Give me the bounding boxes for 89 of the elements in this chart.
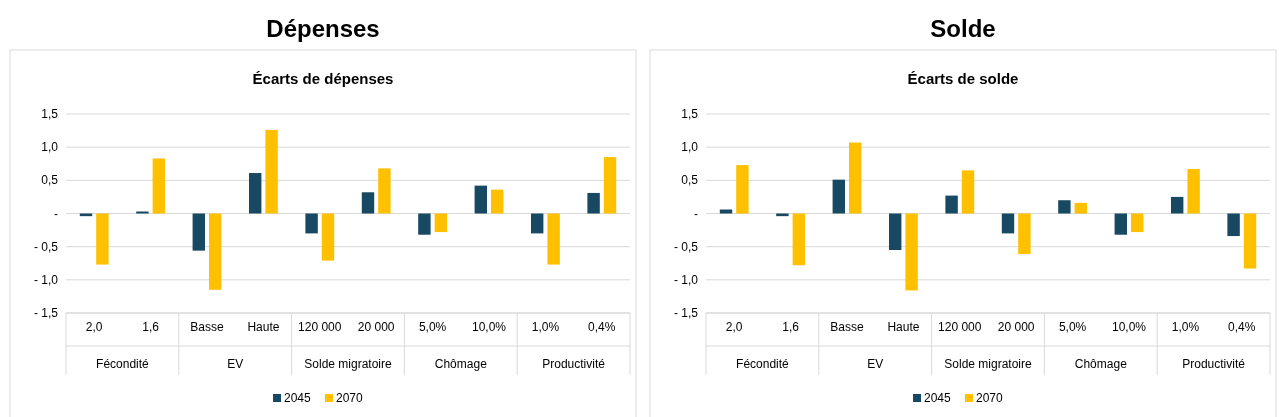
x-tick-label: 20 000 [357,320,395,334]
bar [434,213,448,233]
x-tick-label: 1,6 [782,320,800,334]
legend-label: 2070 [336,391,364,405]
bar [547,213,560,265]
bar [603,157,617,214]
y-tick-label: 0,5 [681,173,699,188]
y-tick-label: 1,5 [681,107,699,121]
x-tick-label: 120 000 [298,320,342,334]
bar [961,170,975,214]
bar [491,189,504,214]
chart-title: Dépenses [266,15,380,42]
y-tick-label: - 1,5 [673,306,699,320]
text: Solde migratoire [304,357,393,371]
y-tick-label: - 1,5 [33,306,59,320]
y-tick-label: - [54,206,58,221]
bar [1001,213,1015,234]
bar [265,129,278,214]
bar [736,165,749,214]
bar [1058,200,1071,214]
x-tick-label: 0,4% [588,320,616,334]
bar [248,173,262,214]
bar [321,213,335,261]
bar [530,213,544,234]
x-tick-label: 1,0% [531,320,560,334]
legend-label: 2070 [976,391,1004,405]
x-tick-label: Haute [887,320,920,334]
x-tick-label: Basse [190,320,224,334]
chart-title: Solde [930,15,996,42]
bar [1018,213,1031,254]
text: Solde migratoire [944,357,1033,371]
chart-subtitle: Écarts de solde [907,70,1019,87]
x-tick-label: 10,0% [1111,320,1147,334]
bar [1227,213,1240,237]
text: Chômage [1074,357,1128,371]
bar [192,213,205,251]
bar [1170,196,1184,214]
x-tick-label: Haute [247,320,280,334]
y-tick-label: - 0,5 [33,239,59,254]
text: EV [867,357,884,371]
bar [905,213,918,291]
x-tick-label: 1,0% [1171,320,1200,334]
text: Chômage [434,357,488,371]
bar [849,142,862,214]
bar [1243,213,1257,269]
x-tick-label: 2,0 [725,320,743,334]
text: Fécondité [96,357,150,371]
y-tick-label: - [694,206,698,221]
chart-subtitle: Écarts de dépenses [252,70,394,87]
y-tick-label: 1,0 [41,140,59,155]
bar [96,213,109,265]
bar [587,192,600,214]
x-tick-label: 5,0% [1058,320,1087,334]
bar [832,179,845,214]
x-tick-label: 5,0% [418,320,447,334]
y-tick-label: - 0,5 [673,239,699,254]
text: Fécondité [736,357,790,371]
bar [719,209,733,214]
y-tick-label: - 1,0 [33,272,59,287]
bar [418,213,431,235]
text: Productivité [542,357,606,371]
x-tick-label: Basse [830,320,864,334]
y-tick-label: - 1,0 [673,272,699,287]
bar [209,213,222,290]
bar [152,158,166,214]
legend-label: 2045 [924,391,952,405]
bar [1114,213,1127,235]
x-tick-label: 1,6 [142,320,160,334]
x-tick-label: 10,0% [471,320,507,334]
bar [474,185,487,214]
legend-label: 2045 [284,391,312,405]
bar [945,195,958,214]
x-tick-label: 0,4% [1228,320,1256,334]
bar [305,213,318,234]
bar [361,192,375,214]
bar [1187,169,1200,214]
y-tick-label: 0,5 [41,173,59,188]
x-tick-label: 2,0 [85,320,103,334]
bar [1074,202,1088,214]
x-tick-label: 20 000 [997,320,1035,334]
x-tick-label: 120 000 [938,320,982,334]
bar [378,168,391,214]
y-tick-label: 1,5 [41,107,59,121]
y-tick-label: 1,0 [681,140,699,155]
bar [888,213,902,250]
bar [792,213,806,266]
text: EV [227,357,244,371]
text: Productivité [1182,357,1246,371]
bar [1131,213,1144,233]
